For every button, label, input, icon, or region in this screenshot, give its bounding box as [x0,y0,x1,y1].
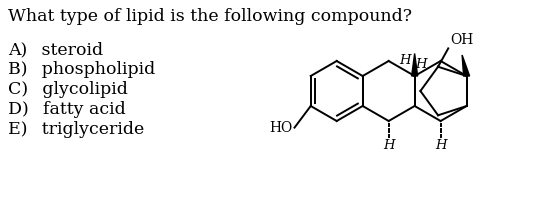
Text: H: H [435,139,447,152]
Text: H: H [383,139,395,152]
Text: H: H [399,54,411,67]
Text: C)  glycolipid: C) glycolipid [8,81,128,98]
Polygon shape [411,53,418,76]
Text: OH: OH [450,33,473,47]
Polygon shape [462,55,470,76]
Text: B)  phospholipid: B) phospholipid [8,61,155,78]
Text: What type of lipid is the following compound?: What type of lipid is the following comp… [8,8,412,25]
Text: A)  steroid: A) steroid [8,41,103,58]
Text: E)  triglyceride: E) triglyceride [8,121,144,138]
Text: D)  fatty acid: D) fatty acid [8,101,126,118]
Text: H: H [416,58,427,71]
Text: HO: HO [269,121,292,135]
